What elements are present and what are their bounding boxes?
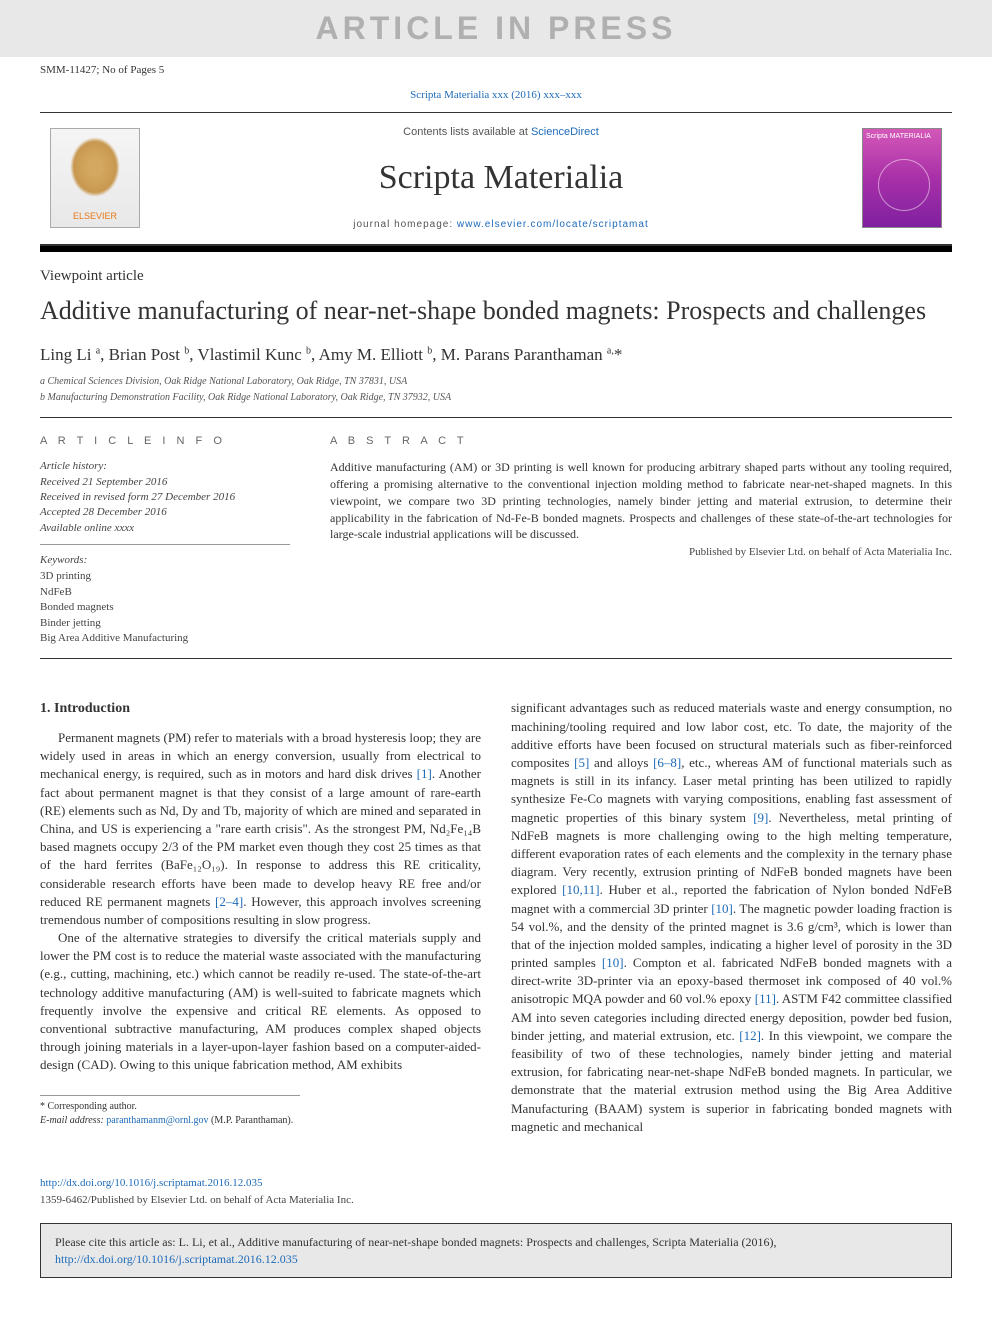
ref-link[interactable]: [12]	[739, 1028, 761, 1043]
corresponding-author-footnote: * Corresponding author. E-mail address: …	[40, 1095, 300, 1128]
abstract-column: A B S T R A C T Additive manufacturing (…	[330, 434, 952, 647]
journal-header: ELSEVIER Contents lists available at Sci…	[40, 112, 952, 246]
abstract-heading: A B S T R A C T	[330, 434, 952, 449]
authors-list: Ling Li a, Brian Post b, Vlastimil Kunc …	[40, 343, 952, 367]
elsevier-logo[interactable]: ELSEVIER	[50, 128, 140, 228]
main-text-two-column: 1. Introduction Permanent magnets (PM) r…	[40, 699, 952, 1136]
corr-label: * Corresponding author.	[40, 1100, 300, 1114]
ref-link[interactable]: [5]	[574, 755, 589, 770]
paragraph: One of the alternative strategies to div…	[40, 929, 481, 1075]
citation-top-link[interactable]: Scripta Materialia xxx (2016) xxx–xxx	[410, 89, 582, 101]
history-accepted: Accepted 28 December 2016	[40, 505, 290, 520]
doi-link[interactable]: http://dx.doi.org/10.1016/j.scriptamat.2…	[40, 1177, 263, 1189]
journal-title: Scripta Materialia	[140, 154, 862, 202]
journal-homepage: journal homepage: www.elsevier.com/locat…	[140, 218, 862, 232]
article-title: Additive manufacturing of near-net-shape…	[40, 293, 952, 329]
history-online: Available online xxxx	[40, 521, 290, 536]
keywords-block: Keywords: 3D printing NdFeB Bonded magne…	[40, 553, 290, 646]
citation-top: Scripta Materialia xxx (2016) xxx–xxx	[0, 84, 992, 111]
article-type: Viewpoint article	[40, 266, 952, 287]
keyword: Binder jetting	[40, 616, 290, 631]
journal-cover-thumbnail[interactable]: Scripta MATERIALIA	[862, 128, 942, 228]
journal-homepage-link[interactable]: www.elsevier.com/locate/scriptamat	[457, 219, 649, 230]
ref-link[interactable]: [11]	[755, 991, 776, 1006]
ref-link[interactable]: [2–4]	[215, 894, 243, 909]
affiliations: a Chemical Sciences Division, Oak Ridge …	[40, 375, 952, 418]
copyright-line: 1359-6462/Published by Elsevier Ltd. on …	[40, 1193, 952, 1208]
info-abstract-row: A R T I C L E I N F O Article history: R…	[40, 418, 952, 660]
keyword: Big Area Additive Manufacturing	[40, 631, 290, 646]
paragraph: significant advantages such as reduced m…	[511, 699, 952, 1136]
article-history: Article history: Received 21 September 2…	[40, 459, 290, 545]
cite-doi-link[interactable]: http://dx.doi.org/10.1016/j.scriptamat.2…	[55, 1252, 298, 1266]
affiliation-a: a Chemical Sciences Division, Oak Ridge …	[40, 375, 952, 389]
ref-link[interactable]: [10]	[602, 955, 624, 970]
ref-link[interactable]: [1]	[417, 766, 432, 781]
ref-link[interactable]: [9]	[753, 810, 768, 825]
affiliation-b: b Manufacturing Demonstration Facility, …	[40, 391, 952, 405]
ref-link[interactable]: [10,11]	[562, 882, 599, 897]
paragraph: Permanent magnets (PM) refer to material…	[40, 729, 481, 929]
article-info-column: A R T I C L E I N F O Article history: R…	[40, 434, 290, 647]
sciencedirect-link[interactable]: ScienceDirect	[531, 126, 599, 138]
section-heading-intro: 1. Introduction	[40, 699, 481, 719]
article-info-heading: A R T I C L E I N F O	[40, 434, 290, 449]
keyword: 3D printing	[40, 569, 290, 584]
cite-this-article-box: Please cite this article as: L. Li, et a…	[40, 1223, 952, 1279]
history-received: Received 21 September 2016	[40, 475, 290, 490]
corr-email-link[interactable]: paranthamanm@ornl.gov	[106, 1115, 208, 1126]
ref-link[interactable]: [6–8]	[653, 755, 681, 770]
page-info: SMM-11427; No of Pages 5	[0, 57, 992, 84]
history-label: Article history:	[40, 459, 290, 474]
doi-line: http://dx.doi.org/10.1016/j.scriptamat.2…	[40, 1176, 952, 1191]
published-by: Published by Elsevier Ltd. on behalf of …	[330, 545, 952, 560]
article-in-press-watermark: ARTICLE IN PRESS	[0, 0, 992, 57]
cite-text: Please cite this article as: L. Li, et a…	[55, 1235, 777, 1249]
contents-available: Contents lists available at ScienceDirec…	[140, 125, 862, 140]
ref-link[interactable]: [10]	[711, 901, 733, 916]
keyword: Bonded magnets	[40, 600, 290, 615]
keyword: NdFeB	[40, 585, 290, 600]
history-revised: Received in revised form 27 December 201…	[40, 490, 290, 505]
keywords-label: Keywords:	[40, 553, 290, 568]
journal-header-center: Contents lists available at ScienceDirec…	[140, 125, 862, 232]
abstract-text: Additive manufacturing (AM) or 3D printi…	[330, 459, 952, 543]
